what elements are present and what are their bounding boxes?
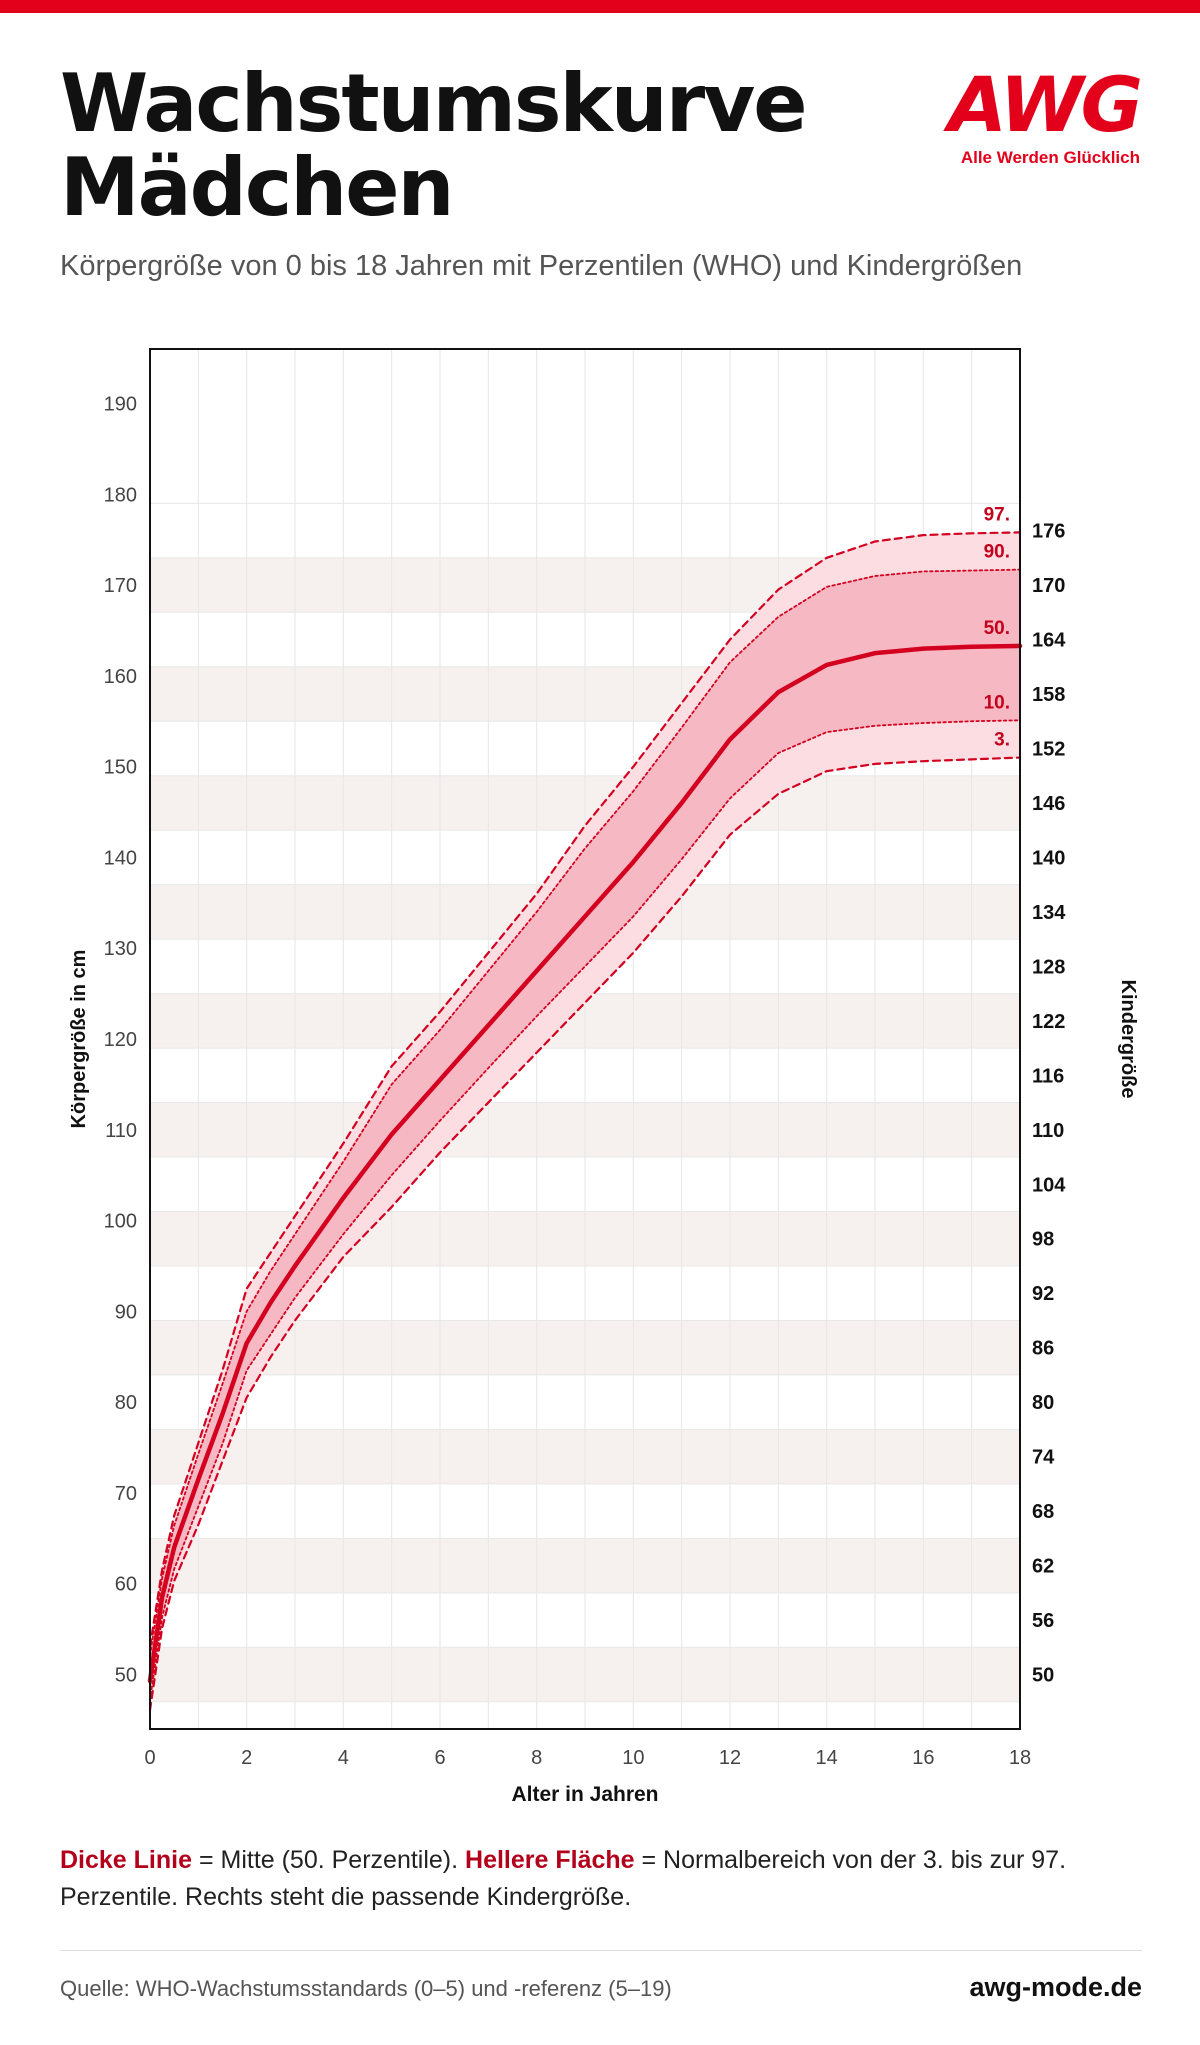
top-accent-bar	[0, 0, 1200, 13]
size-tick-label: 128	[1032, 956, 1065, 978]
y-tick-label: 190	[104, 393, 137, 415]
website-link[interactable]: awg-mode.de	[969, 1972, 1142, 2002]
right-axis-title: Kindergröße	[1117, 980, 1139, 1099]
percentile-label: 97.	[984, 504, 1010, 525]
size-tick-label: 134	[1032, 902, 1066, 924]
size-tick-label: 176	[1032, 521, 1065, 543]
size-tick-label: 152	[1032, 738, 1065, 760]
percentile-line-50	[147, 643, 1023, 1684]
y-tick-label: 170	[104, 575, 137, 597]
page-subtitle: Körpergröße von 0 bis 18 Jahren mit Perz…	[60, 250, 1023, 282]
size-tick-label: 98	[1032, 1229, 1054, 1251]
size-tick-label: 170	[1032, 575, 1065, 597]
y-tick-label: 90	[115, 1301, 137, 1323]
y-tick-label: 50	[115, 1665, 137, 1687]
percentile-line-10	[149, 719, 1021, 1701]
size-tick-label: 80	[1032, 1392, 1054, 1414]
growth-chart: 97.90.50.10.3. 5060708090100110120130140…	[68, 348, 1139, 1806]
logo-wordmark: AWG	[948, 60, 1143, 149]
x-tick-label: 2	[241, 1747, 252, 1769]
legend-light-area-label: Hellere Fläche	[465, 1846, 635, 1874]
x-tick-label: 0	[144, 1747, 155, 1769]
x-tick-label: 12	[719, 1747, 741, 1769]
y-tick-label: 110	[105, 1120, 137, 1142]
logo-slogan: Alle Werden Glücklich	[960, 148, 1140, 167]
size-tick-label: 92	[1032, 1283, 1054, 1305]
size-tick-label: 104	[1032, 1174, 1066, 1196]
percentile-line-97	[148, 531, 1022, 1648]
size-tick-label: 86	[1032, 1338, 1054, 1360]
size-tick-label: 158	[1032, 684, 1065, 706]
y-tick-label: 60	[115, 1574, 137, 1596]
percentile-label: 10.	[984, 692, 1010, 713]
x-tick-label: 4	[338, 1747, 349, 1769]
core-range-area	[150, 569, 1020, 1700]
percentile-line-90	[149, 568, 1021, 1657]
axis-labels: 5060708090100110120130140150160170180190…	[104, 393, 1067, 1769]
size-tick-label: 116	[1032, 1065, 1064, 1087]
legend-thick-line-label: Dicke Linie	[60, 1846, 192, 1874]
size-tick-label: 122	[1032, 1011, 1065, 1033]
size-tick-label: 56	[1032, 1610, 1054, 1632]
x-tick-label: 6	[434, 1747, 445, 1769]
legend-light-area-text: = Normalbereich von der 3. bis zur 97. P…	[60, 1846, 1067, 1911]
size-tick-label: 50	[1032, 1665, 1054, 1687]
y-tick-label: 160	[104, 666, 137, 688]
legend-text: Dicke Linie = Mitte (50. Perzentile). He…	[60, 1842, 1150, 1916]
x-tick-label: 8	[531, 1747, 542, 1769]
percentile-label: 3.	[994, 730, 1010, 751]
y-tick-label: 140	[104, 847, 137, 869]
size-tick-label: 146	[1032, 793, 1065, 815]
y-tick-label: 80	[115, 1392, 137, 1414]
y-tick-label: 180	[104, 484, 137, 506]
percentile-line-3	[148, 756, 1022, 1712]
x-tick-label: 14	[816, 1747, 838, 1769]
x-tick-label: 16	[912, 1747, 934, 1769]
size-tick-label: 110	[1032, 1120, 1064, 1142]
percentile-label: 50.	[984, 618, 1010, 639]
size-tick-label: 74	[1032, 1447, 1055, 1469]
legend-thick-line-text: = Mitte (50. Perzentile).	[192, 1846, 466, 1874]
size-tick-label: 140	[1032, 847, 1065, 869]
title-line-2: Mädchen	[60, 141, 454, 234]
size-tick-label: 68	[1032, 1501, 1054, 1523]
x-tick-label: 10	[622, 1747, 644, 1769]
page-title: Wachstumskurve Mädchen	[60, 57, 808, 234]
y-tick-label: 100	[104, 1211, 137, 1233]
y-tick-label: 70	[115, 1483, 137, 1505]
percentile-label: 90.	[984, 542, 1010, 563]
size-tick-label: 62	[1032, 1556, 1054, 1578]
footer-divider	[60, 1950, 1142, 1951]
title-line-1: Wachstumskurve	[60, 57, 808, 150]
source-note: Quelle: WHO-Wachstumsstandards (0–5) und…	[60, 1976, 672, 2001]
y-tick-label: 150	[104, 757, 137, 779]
y-tick-label: 120	[104, 1029, 137, 1051]
percentile-lines: 97. 90. 50. 10. 3.	[147, 504, 1023, 1712]
y-tick-label: 130	[104, 938, 137, 960]
y-axis-title: Körpergröße in cm	[68, 950, 90, 1129]
plot-frame	[149, 348, 1021, 1730]
awg-logo[interactable]: AWG Alle Werden Glücklich	[946, 60, 1146, 174]
x-axis-title: Alter in Jahren	[511, 1783, 658, 1806]
size-tick-label: 164	[1032, 630, 1066, 652]
x-tick-label: 18	[1009, 1747, 1031, 1769]
